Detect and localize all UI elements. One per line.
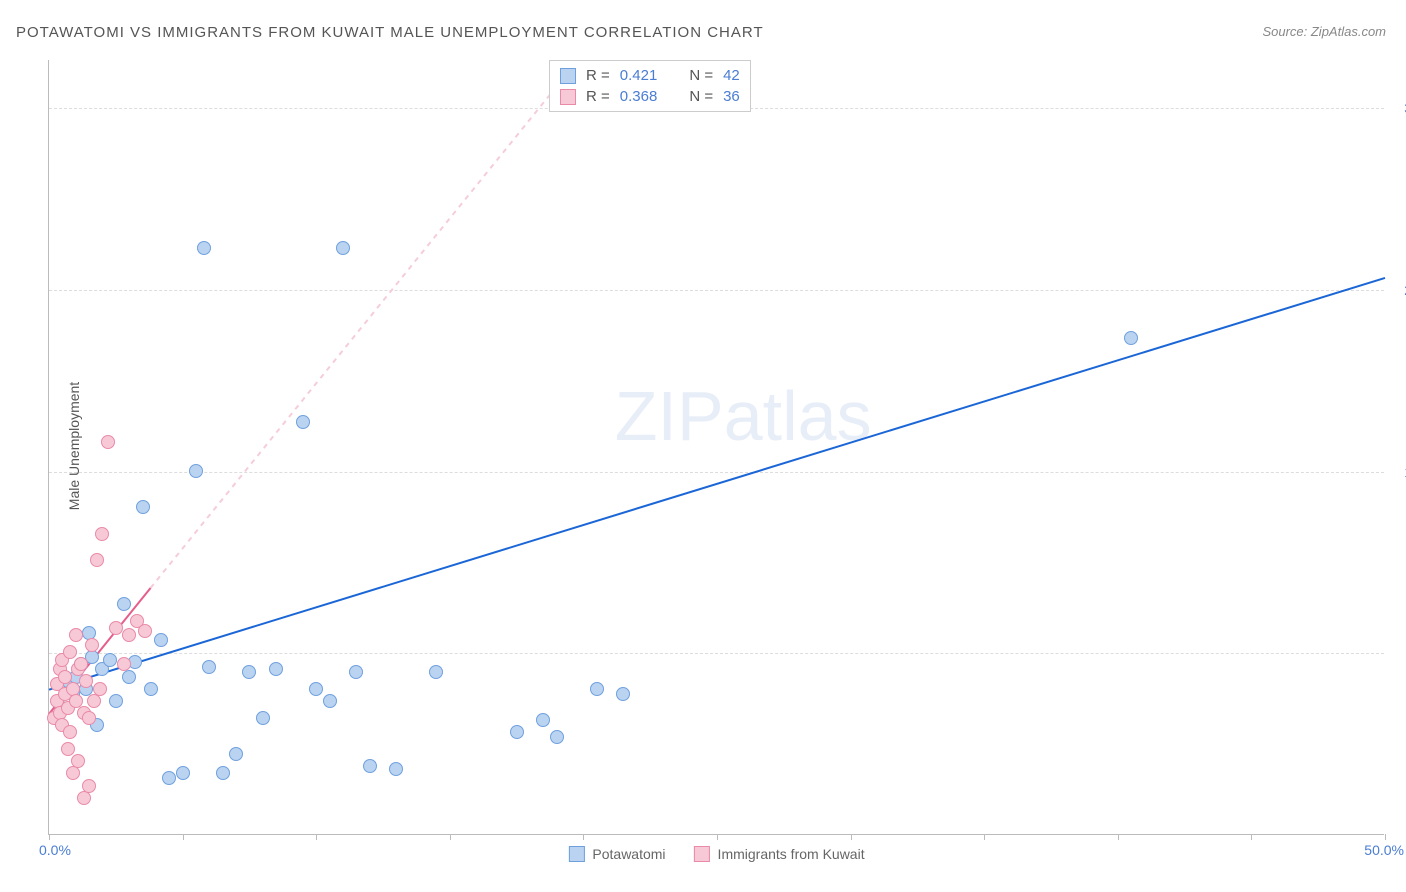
data-point <box>590 682 604 696</box>
legend-series: Potawatomi Immigrants from Kuwait <box>568 846 864 862</box>
legend-series-1: Potawatomi <box>568 846 665 862</box>
r-value-1: 0.421 <box>620 67 658 84</box>
data-point <box>85 638 99 652</box>
data-point <box>95 527 109 541</box>
data-point <box>296 415 310 429</box>
x-tick <box>49 834 50 840</box>
n-label-2: N = <box>689 88 713 105</box>
x-tick <box>316 834 317 840</box>
data-point <box>616 687 630 701</box>
legend-series-swatch-2 <box>694 846 710 862</box>
legend-series-swatch-1 <box>568 846 584 862</box>
data-point <box>216 766 230 780</box>
r-value-2: 0.368 <box>620 88 658 105</box>
legend-stats-row-2: R = 0.368 N = 36 <box>560 86 740 107</box>
source-label: Source: ZipAtlas.com <box>1262 24 1386 39</box>
data-point <box>77 791 91 805</box>
n-value-1: 42 <box>723 67 740 84</box>
data-point <box>336 241 350 255</box>
x-tick <box>183 834 184 840</box>
data-point <box>101 435 115 449</box>
legend-series-label-2: Immigrants from Kuwait <box>718 846 865 862</box>
trend-lines <box>49 60 1384 834</box>
n-value-2: 36 <box>723 88 740 105</box>
data-point <box>122 628 136 642</box>
data-point <box>162 771 176 785</box>
data-point <box>389 762 403 776</box>
x-tick <box>1385 834 1386 840</box>
data-point <box>536 713 550 727</box>
x-tick <box>1118 834 1119 840</box>
data-point <box>63 725 77 739</box>
data-point <box>189 464 203 478</box>
data-point <box>176 766 190 780</box>
data-point <box>363 759 377 773</box>
x-tick <box>984 834 985 840</box>
data-point <box>117 597 131 611</box>
data-point <box>349 665 363 679</box>
legend-stats: R = 0.421 N = 42 R = 0.368 N = 36 <box>549 60 751 112</box>
data-point <box>154 633 168 647</box>
data-point <box>323 694 337 708</box>
data-point <box>229 747 243 761</box>
legend-swatch-1 <box>560 68 576 84</box>
data-point <box>74 657 88 671</box>
data-point <box>93 682 107 696</box>
data-point <box>82 779 96 793</box>
n-label-1: N = <box>689 67 713 84</box>
data-point <box>269 662 283 676</box>
data-point <box>242 665 256 679</box>
data-point <box>109 621 123 635</box>
data-point <box>109 694 123 708</box>
data-point <box>71 754 85 768</box>
data-point <box>82 711 96 725</box>
data-point <box>550 730 564 744</box>
legend-series-2: Immigrants from Kuwait <box>694 846 865 862</box>
data-point <box>136 500 150 514</box>
data-point <box>202 660 216 674</box>
data-point <box>309 682 323 696</box>
legend-stats-row-1: R = 0.421 N = 42 <box>560 65 740 86</box>
data-point <box>144 682 158 696</box>
legend-series-label-1: Potawatomi <box>592 846 665 862</box>
x-tick <box>450 834 451 840</box>
data-point <box>1124 331 1138 345</box>
legend-swatch-2 <box>560 89 576 105</box>
data-point <box>510 725 524 739</box>
data-point <box>63 645 77 659</box>
data-point <box>79 674 93 688</box>
data-point <box>90 553 104 567</box>
r-label-2: R = <box>586 88 610 105</box>
x-tick <box>717 834 718 840</box>
data-point <box>429 665 443 679</box>
data-point <box>122 670 136 684</box>
data-point <box>103 653 117 667</box>
chart-title: POTAWATOMI VS IMMIGRANTS FROM KUWAIT MAL… <box>16 24 764 41</box>
data-point <box>87 694 101 708</box>
x-tick <box>1251 834 1252 840</box>
data-point <box>256 711 270 725</box>
x-tick <box>583 834 584 840</box>
data-point <box>66 766 80 780</box>
x-axis-min-label: 0.0% <box>39 842 71 858</box>
data-point <box>61 742 75 756</box>
data-point <box>197 241 211 255</box>
data-point <box>69 628 83 642</box>
x-tick <box>851 834 852 840</box>
data-point <box>117 657 131 671</box>
data-point <box>138 624 152 638</box>
r-label-1: R = <box>586 67 610 84</box>
x-axis-max-label: 50.0% <box>1364 842 1404 858</box>
plot-area: ZIPatlas 7.5%15.0%22.5%30.0% 0.0% 50.0% … <box>48 60 1384 835</box>
